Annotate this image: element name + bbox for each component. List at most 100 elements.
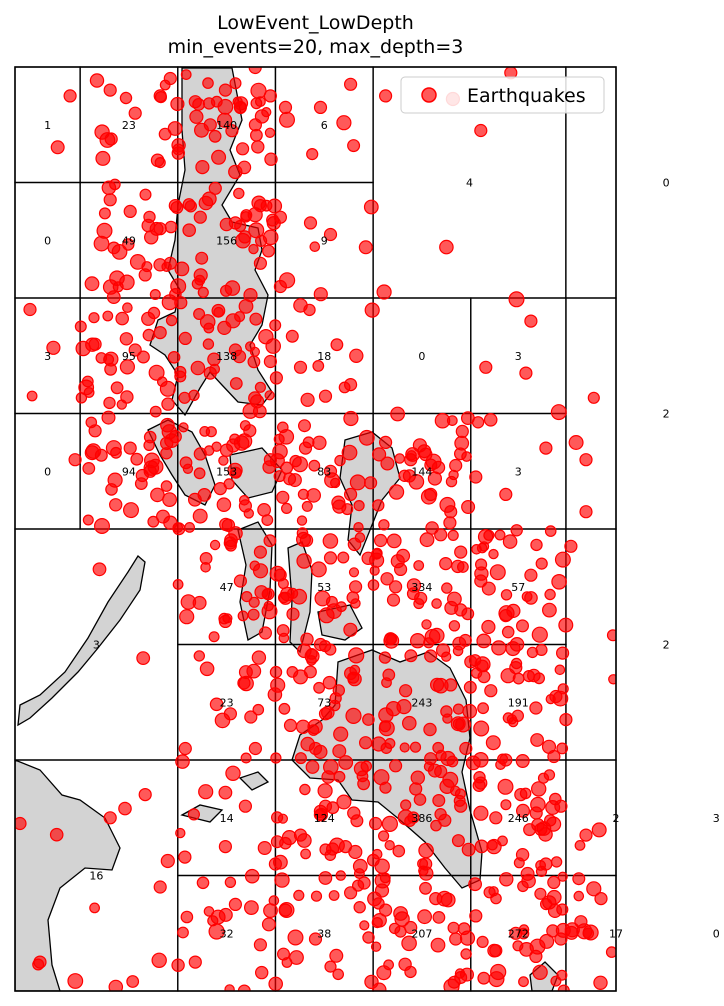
earthquake-point bbox=[483, 529, 495, 541]
earthquake-point bbox=[264, 127, 276, 138]
earthquake-point bbox=[253, 938, 267, 952]
earthquake-point bbox=[270, 752, 282, 764]
earthquake-point bbox=[107, 472, 123, 488]
earthquake-point bbox=[192, 508, 208, 524]
earthquake-point bbox=[165, 314, 178, 327]
earthquake-point bbox=[530, 733, 544, 747]
earthquake-point bbox=[334, 454, 346, 467]
earthquake-point bbox=[344, 886, 358, 900]
earthquake-point bbox=[276, 421, 289, 434]
earthquake-point bbox=[178, 422, 189, 433]
earthquake-point bbox=[555, 646, 570, 660]
cell-count-label: 3 bbox=[44, 350, 51, 363]
earthquake-point bbox=[138, 787, 152, 802]
earthquake-point bbox=[432, 911, 446, 924]
earthquake-point bbox=[225, 124, 239, 138]
earthquake-point bbox=[253, 545, 267, 559]
earthquake-point bbox=[278, 100, 293, 115]
earthquake-point bbox=[517, 880, 529, 893]
earthquake-point bbox=[354, 532, 366, 543]
earthquake-point bbox=[244, 868, 260, 884]
earthquake-point bbox=[444, 505, 458, 519]
earthquake-point bbox=[439, 556, 453, 571]
earthquake-point bbox=[383, 959, 395, 971]
cell-count-label: 138 bbox=[216, 350, 237, 363]
earthquake-point bbox=[258, 329, 274, 345]
earthquake-point bbox=[369, 816, 383, 831]
earthquake-point bbox=[483, 886, 496, 899]
earthquake-point bbox=[103, 396, 116, 410]
earthquake-point bbox=[218, 83, 232, 97]
earthquake-point bbox=[499, 753, 513, 767]
earthquake-point bbox=[529, 701, 543, 715]
earthquake-point bbox=[505, 641, 521, 657]
earthquake-point bbox=[330, 477, 341, 489]
earthquake-point bbox=[262, 244, 276, 258]
earthquake-point bbox=[150, 487, 165, 503]
earthquake-point bbox=[510, 524, 523, 537]
earthquake-point bbox=[358, 240, 373, 255]
earthquake-point bbox=[193, 308, 206, 321]
earthquake-point bbox=[471, 416, 485, 429]
earthquake-point bbox=[299, 783, 311, 796]
earthquake-point bbox=[469, 909, 483, 923]
earthquake-point bbox=[253, 199, 267, 213]
earthquake-point bbox=[103, 811, 117, 825]
earthquake-point bbox=[379, 720, 392, 733]
cell-count-label: 3 bbox=[515, 465, 522, 478]
earthquake-point bbox=[545, 816, 562, 832]
earthquake-point bbox=[461, 500, 476, 515]
earthquake-point bbox=[554, 932, 568, 946]
earthquake-point bbox=[430, 819, 442, 832]
earthquake-point bbox=[556, 903, 569, 916]
earthquake-point bbox=[189, 109, 204, 124]
earthquake-points bbox=[15, 67, 616, 991]
earthquake-point bbox=[443, 516, 457, 530]
earthquake-point bbox=[376, 284, 392, 300]
earthquake-point bbox=[379, 903, 393, 917]
earthquake-point bbox=[171, 146, 185, 160]
cell-count-label: 2 bbox=[663, 639, 670, 652]
earthquake-point bbox=[451, 559, 465, 574]
earthquake-point bbox=[149, 289, 161, 301]
cell-count-label: 0 bbox=[44, 234, 51, 247]
earthquake-point bbox=[424, 458, 438, 472]
earthquake-point bbox=[280, 461, 294, 475]
earthquake-point bbox=[317, 783, 333, 799]
cell-count-label: 73 bbox=[317, 696, 331, 709]
earthquake-point bbox=[289, 950, 304, 965]
earthquake-point bbox=[257, 840, 272, 855]
earthquake-point bbox=[180, 69, 192, 80]
earthquake-point bbox=[380, 456, 395, 471]
earthquake-point bbox=[483, 412, 498, 427]
earthquake-point bbox=[257, 503, 272, 517]
earthquake-point bbox=[436, 643, 451, 658]
earthquake-point bbox=[378, 651, 392, 664]
earthquake-point bbox=[203, 906, 215, 917]
cell-count-label: 144 bbox=[411, 465, 432, 478]
earthquake-point bbox=[491, 640, 507, 656]
earthquake-point bbox=[250, 82, 267, 99]
earthquake-point bbox=[587, 391, 600, 404]
earthquake-point bbox=[399, 684, 413, 698]
earthquake-point bbox=[178, 391, 191, 404]
earthquake-point bbox=[313, 100, 328, 115]
earthquake-point bbox=[373, 769, 390, 786]
earthquake-point bbox=[306, 148, 319, 161]
earthquake-point bbox=[430, 677, 445, 692]
earthquake-point bbox=[202, 97, 216, 110]
earthquake-point bbox=[329, 948, 344, 963]
earthquake-point bbox=[404, 649, 418, 663]
earthquake-point bbox=[187, 808, 200, 821]
earthquake-point bbox=[446, 755, 459, 768]
earthquake-point bbox=[123, 204, 137, 218]
earthquake-point bbox=[255, 965, 269, 980]
earthquake-point bbox=[167, 121, 183, 136]
earthquake-point bbox=[103, 83, 117, 97]
earthquake-point bbox=[544, 588, 556, 601]
earthquake-point bbox=[473, 805, 489, 821]
earthquake-point bbox=[384, 737, 396, 749]
earthquake-point bbox=[434, 528, 448, 542]
earthquake-point bbox=[531, 781, 547, 797]
earthquake-point bbox=[558, 617, 574, 633]
